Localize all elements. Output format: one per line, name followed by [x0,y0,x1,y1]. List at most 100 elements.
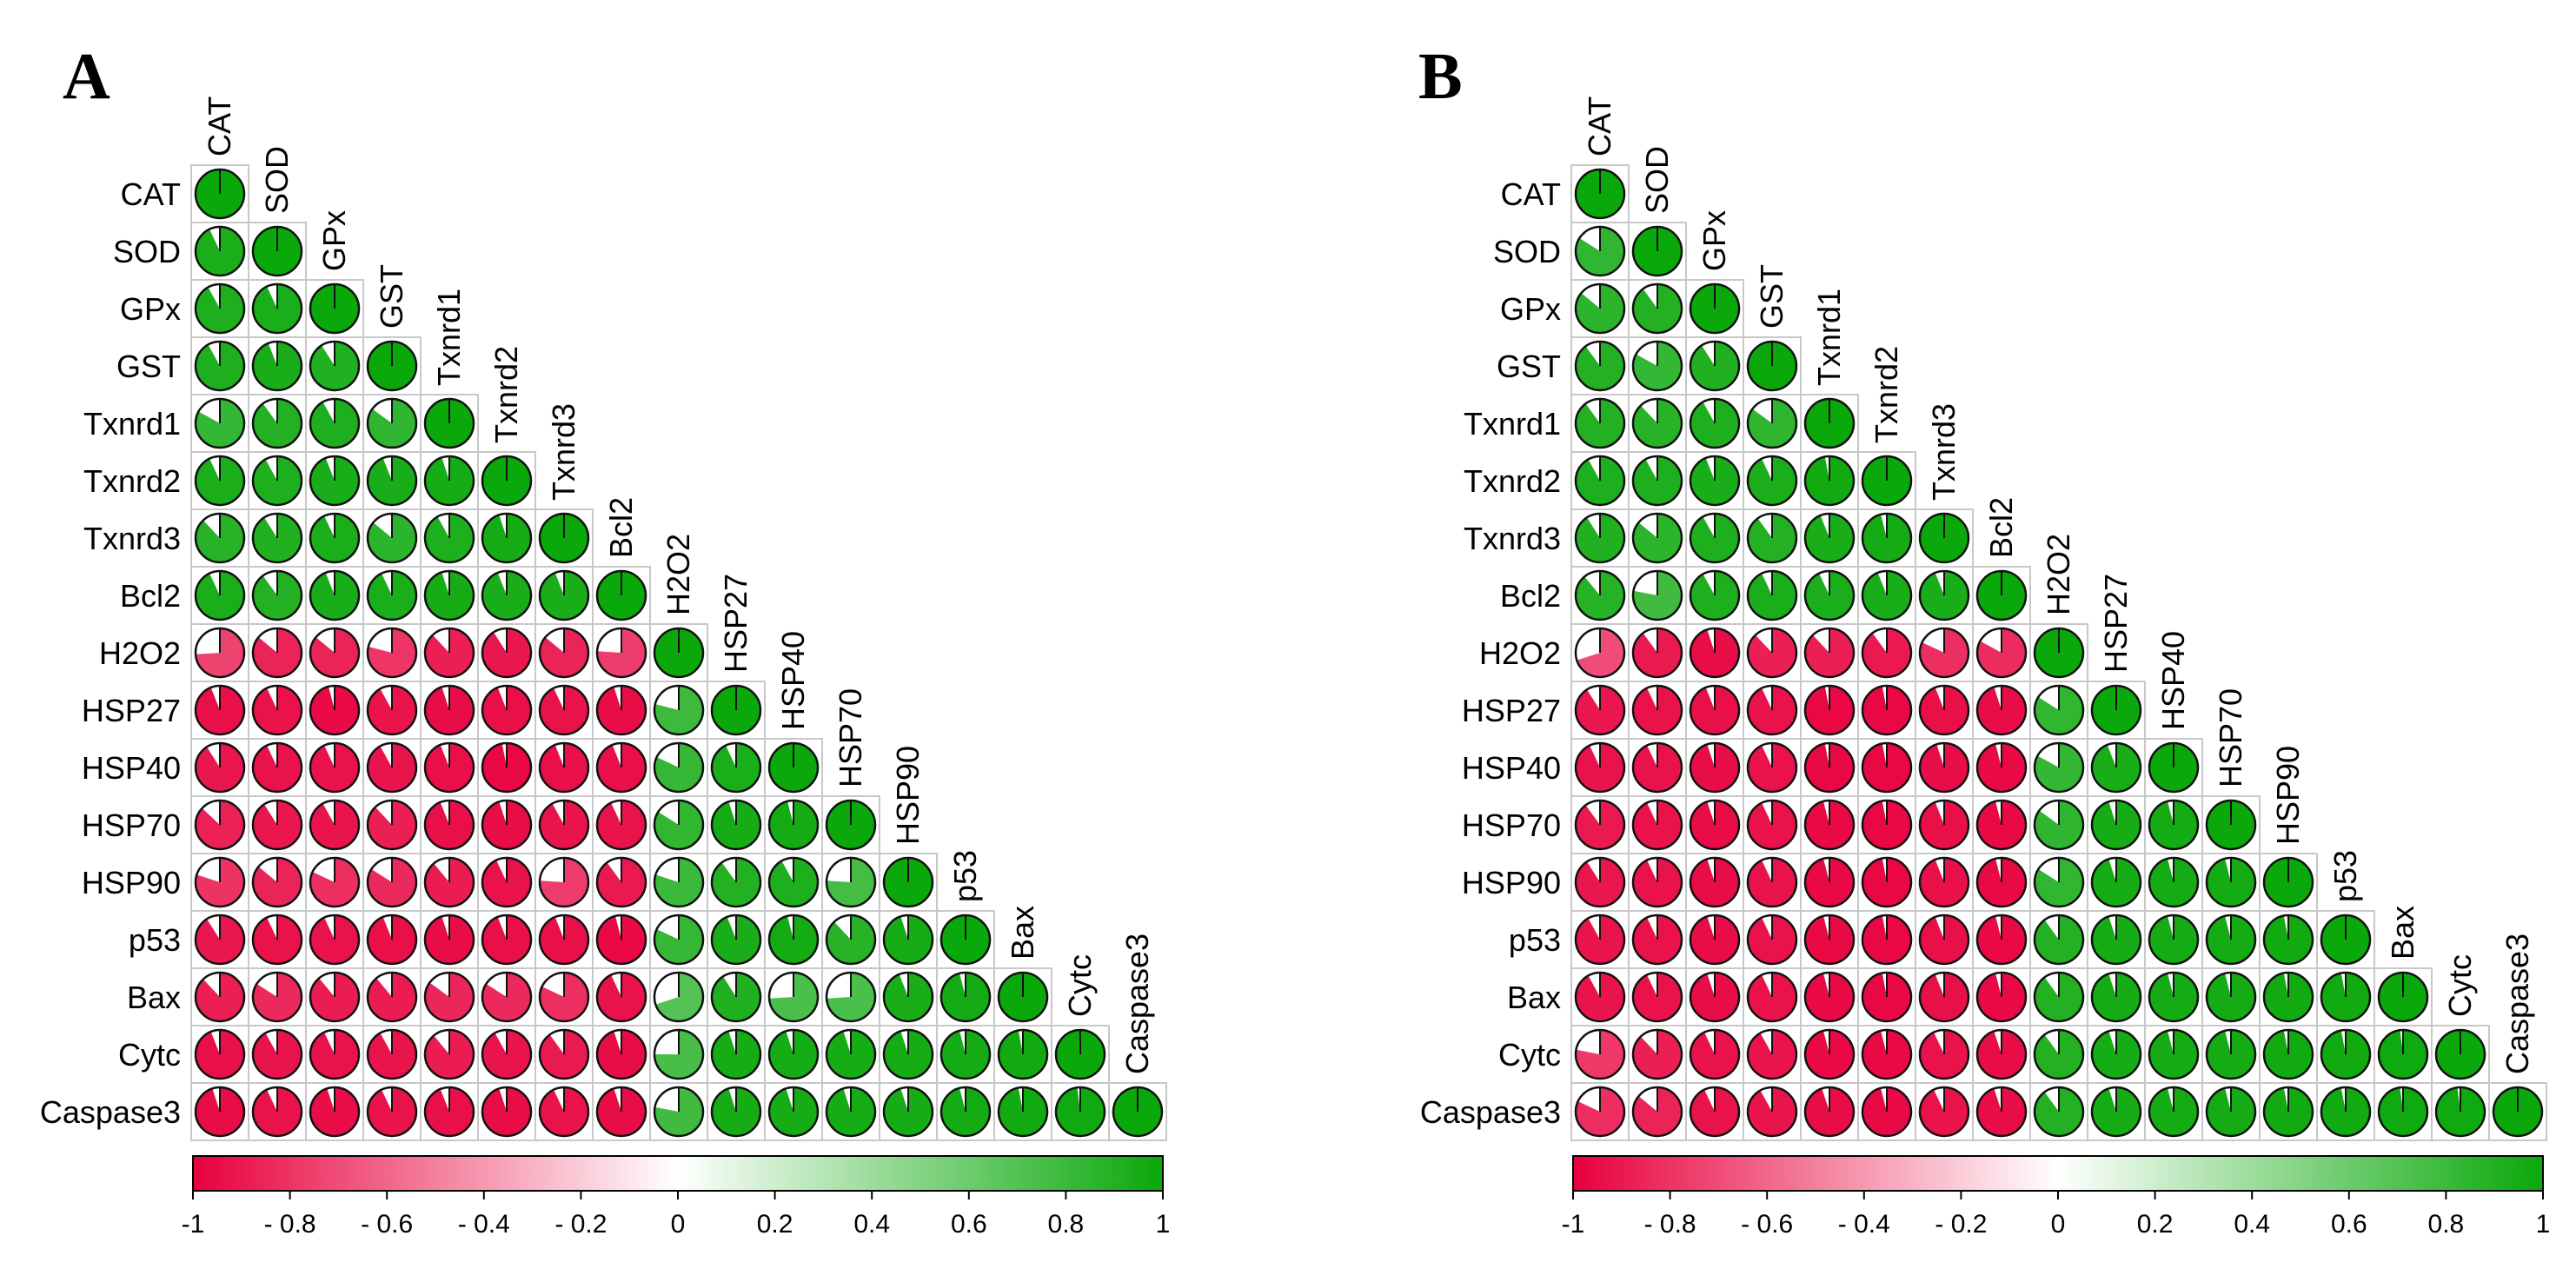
pie-outline [423,684,475,736]
row-label: Cytc [1498,1037,1561,1073]
pie-outline [1861,971,1913,1023]
column-label: p53 [947,850,983,902]
pie-slice [1862,628,1912,678]
pie-outline [2377,1086,2429,1138]
pie-outline [251,914,303,966]
colorbar-tick-label: 0.4 [853,1210,890,1239]
pie-outline [2090,971,2142,1023]
column-label: Bax [1005,906,1040,960]
pie-outline [2205,971,2257,1023]
pie-outline [1574,971,1626,1023]
pie-outline [1689,1086,1741,1138]
pie-outline [194,627,246,679]
pie-outline [1574,799,1626,851]
colorbar-tick-label: 0 [2051,1210,2066,1239]
row-label: GPx [120,291,181,327]
pie-outline [423,914,475,966]
pie-outline [194,397,246,449]
pie-outline [1746,971,1798,1023]
pie-outline [366,455,418,507]
pie-outline [538,627,590,679]
pie-outline [595,799,647,851]
row-label: HSP40 [82,750,181,786]
pie-slice [368,399,417,448]
pie-outline [1631,1028,1683,1080]
pie-outline [1803,914,1856,966]
pie-outline [767,914,820,966]
pie-outline [1631,512,1683,564]
pie-slice [2263,858,2313,907]
pie-slice [2207,1087,2256,1137]
pie-outline [481,799,533,851]
column-label: SOD [259,146,295,214]
colorbar-tick-label: 0.4 [2234,1210,2270,1239]
pie-slice [1576,571,1625,621]
pie-outline [2033,971,2085,1023]
pie-outline [251,1086,303,1138]
column-label: Bcl2 [1983,497,2019,558]
pie-outline [2090,1028,2142,1080]
pie-outline [2262,971,2314,1023]
column-label: GPx [1696,210,1732,271]
pie-outline [251,741,303,794]
pie-outline [1574,856,1626,908]
pie-outline [1689,914,1741,966]
pie-outline [1746,1028,1798,1080]
pie-outline [309,340,361,392]
column-label: GST [374,264,409,329]
column-label: H2O2 [2041,534,2076,615]
pie-outline [595,856,647,908]
pie-slice [253,858,302,907]
pie-outline [1803,455,1856,507]
pie-outline [825,914,877,966]
pie-outline [366,340,418,392]
pie-outline [1918,569,1970,621]
pie-outline [1689,856,1741,908]
pie-outline [939,1028,992,1080]
row-label: SOD [1493,234,1561,269]
pie-outline [1631,455,1683,507]
pie-outline [1746,340,1798,392]
pie-outline [1803,684,1856,736]
pie-outline [366,684,418,736]
pie-outline [2033,684,2085,736]
pie-outline [1918,1086,1970,1138]
pie-outline [1918,1028,1970,1080]
pie-outline [251,684,303,736]
pie-outline [595,741,647,794]
pie-outline [1574,455,1626,507]
pie-slice [253,801,302,850]
pie-outline [538,971,590,1023]
pie-slice [1576,801,1625,850]
pie-outline [1975,971,2028,1023]
pie-outline [194,856,246,908]
column-label: CAT [1582,96,1617,156]
pie-outline [366,856,418,908]
pie-outline [653,856,705,908]
pie-slice [425,571,475,621]
pie-outline [194,914,246,966]
pie-outline [481,1028,533,1080]
row-label: H2O2 [1479,635,1561,671]
colorbar-tick-label: - 0.2 [554,1210,607,1239]
pie-slice [883,858,933,907]
pie-outline [481,627,533,679]
pie-outline [1574,340,1626,392]
pie-outline [481,1086,533,1138]
row-label: GPx [1500,291,1561,327]
colorbar-tick-label: - 0.8 [264,1210,316,1239]
column-label: Txnrd2 [1869,346,1904,443]
column-label: Txnrd3 [546,403,581,501]
pie-slice [1633,628,1683,678]
pie-outline [423,455,475,507]
pie-outline [251,397,303,449]
pie-outline [710,799,762,851]
pie-outline [423,856,475,908]
pie-outline [1861,856,1913,908]
pie-outline [1861,684,1913,736]
colorbar-tick-label: -1 [1562,1210,1585,1239]
pie-outline [2148,856,2200,908]
pie-outline [710,684,762,736]
pie-outline [1631,282,1683,335]
pie-slice [1633,514,1683,563]
